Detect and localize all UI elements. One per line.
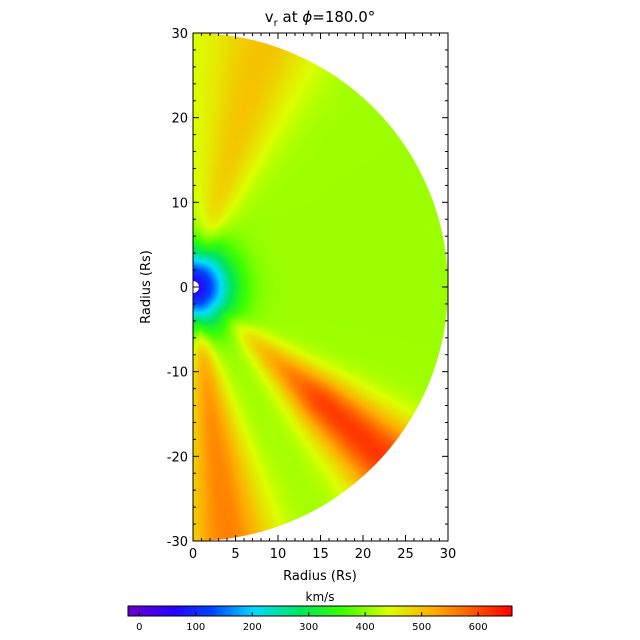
colorbar-tick-label: 0 [136,622,142,633]
colorbar-tick-label: 400 [356,622,375,633]
colorbar [127,605,513,617]
x-axis: 0 5 10 15 20 25 30 [189,33,456,562]
velocity-field [193,33,448,541]
x-tick-label: 10 [270,547,287,562]
colorbar-ticks: 0 100 200 300 400 500 600 [136,612,488,633]
colorbar-tick-label: 100 [186,622,205,633]
x-tick-label: 5 [231,547,239,562]
y-tick-label: 30 [171,27,188,42]
x-tick-label: 15 [312,547,329,562]
y-tick-label: 0 [180,281,188,296]
colorbar-tick-label: 200 [243,622,262,633]
y-axis: -30 -20 -10 0 10 20 30 [167,27,448,550]
x-tick-label: 30 [440,547,457,562]
colorbar-tick-label: 300 [299,622,318,633]
x-axis-label: Radius (Rs) [283,569,357,584]
y-tick-label: -10 [167,366,188,381]
y-tick-label: 20 [171,112,188,127]
chart-title: vr at ϕ=180.0° [265,8,376,29]
velocity-field-image [193,33,448,541]
y-tick-label: 10 [171,196,188,211]
x-tick-label: 0 [189,547,197,562]
y-tick-label: -30 [167,535,188,550]
colorbar-tick-label: 500 [412,622,431,633]
x-tick-label: 20 [355,547,372,562]
y-tick-label: -20 [167,450,188,465]
colorbar-tick-label: 600 [469,622,488,633]
x-tick-label: 25 [397,547,414,562]
y-axis-label: Radius (Rs) [139,250,154,324]
colorbar-label: km/s [306,590,335,604]
